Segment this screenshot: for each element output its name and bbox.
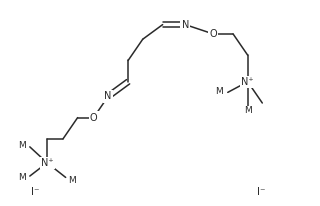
Text: N: N — [181, 20, 189, 30]
Text: M: M — [244, 107, 252, 116]
Text: O: O — [90, 113, 97, 123]
Text: O: O — [209, 29, 217, 39]
Text: N⁺: N⁺ — [241, 77, 254, 87]
Text: M: M — [18, 141, 26, 150]
Text: M: M — [215, 87, 222, 96]
Text: N⁺: N⁺ — [41, 158, 53, 168]
Text: I⁻: I⁻ — [257, 187, 265, 197]
Text: M: M — [18, 173, 26, 182]
Text: M: M — [68, 176, 76, 185]
Text: N: N — [105, 91, 112, 101]
Text: I⁻: I⁻ — [31, 187, 39, 197]
